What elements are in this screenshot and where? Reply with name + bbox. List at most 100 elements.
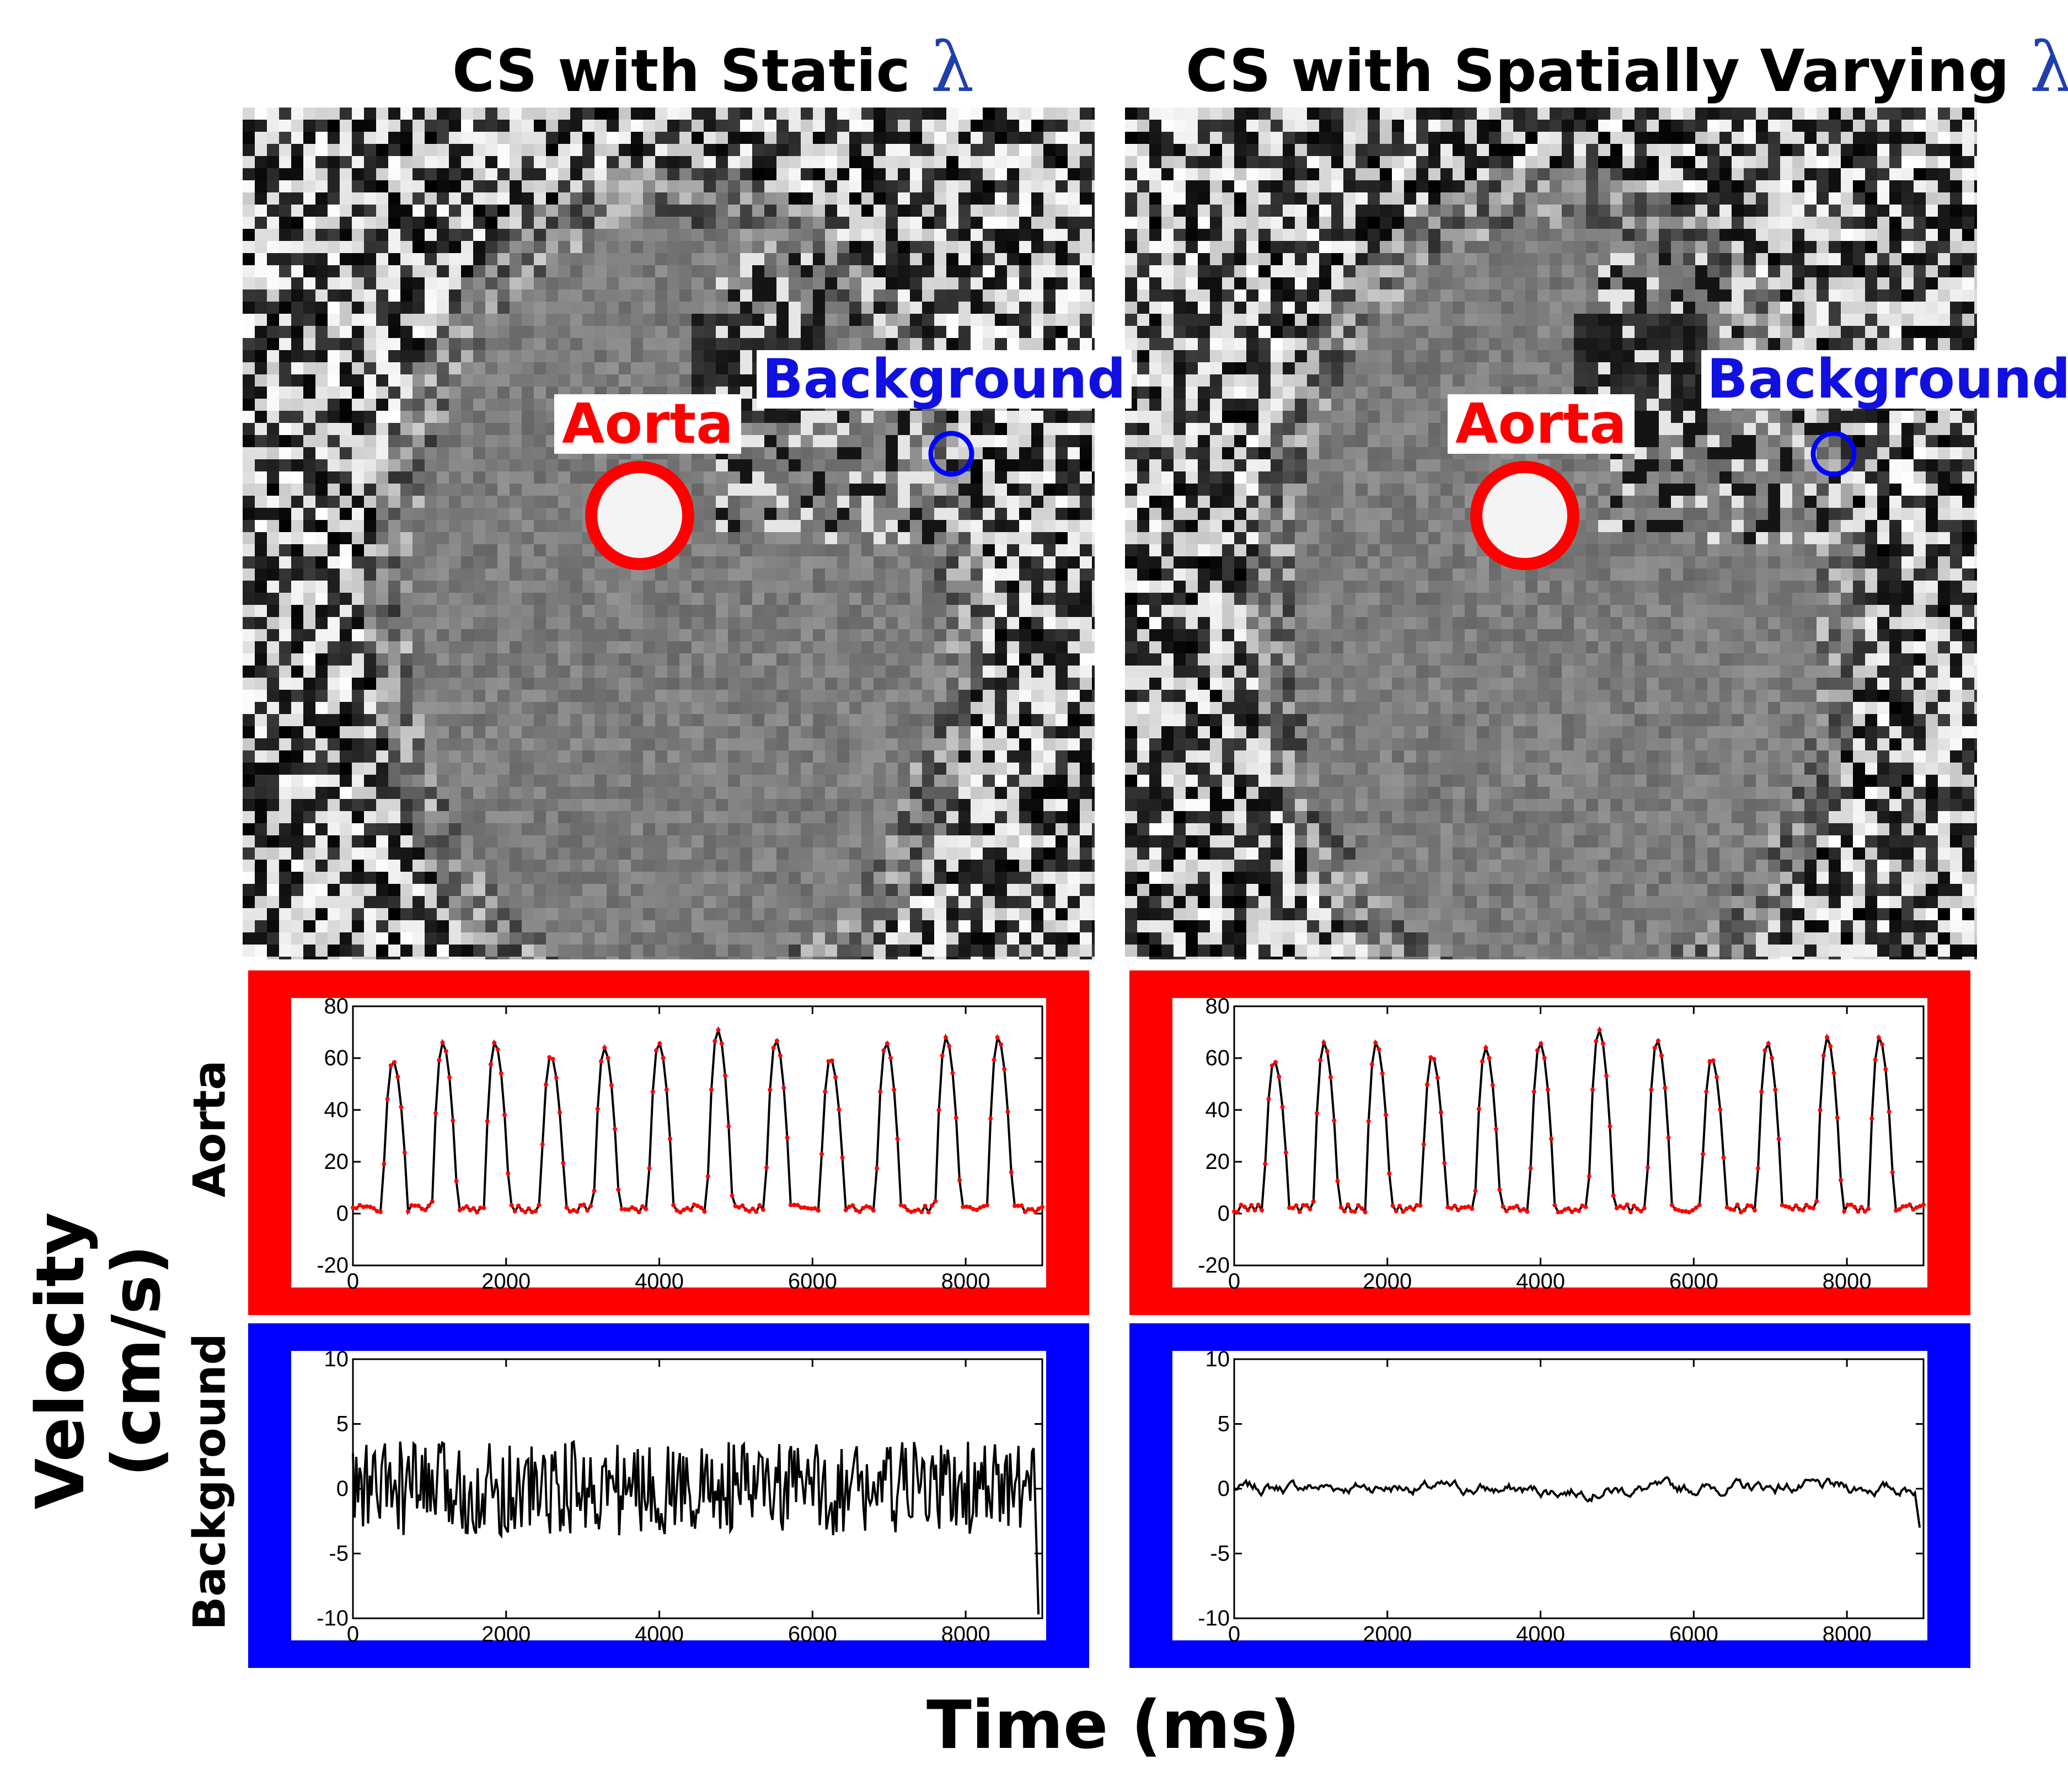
y-tick-label: 5 (1218, 1412, 1230, 1436)
data-point (512, 1209, 517, 1214)
data-point (688, 1208, 693, 1212)
data-point (471, 1206, 476, 1211)
data-point (947, 1044, 952, 1049)
y-axis-label-line1: Velocity (23, 1212, 99, 1510)
data-point (1531, 1089, 1536, 1094)
data-point (1814, 1199, 1819, 1204)
data-point (1770, 1055, 1774, 1060)
data-point (678, 1210, 683, 1215)
data-point (378, 1209, 383, 1214)
data-point (630, 1205, 635, 1210)
data-point (723, 1073, 727, 1078)
data-point (1694, 1205, 1699, 1210)
data-point (1921, 1202, 1926, 1207)
data-point (1756, 1166, 1760, 1171)
data-point (1356, 1203, 1360, 1208)
data-point (985, 1203, 989, 1208)
data-point (1428, 1055, 1433, 1060)
data-point (1435, 1075, 1440, 1080)
data-point (806, 1206, 810, 1211)
data-point (1797, 1206, 1802, 1211)
data-point (595, 1107, 600, 1112)
y-tick-label: 80 (1206, 994, 1230, 1018)
data-point (1573, 1207, 1578, 1212)
data-point (1825, 1035, 1829, 1040)
data-point (1315, 1110, 1319, 1115)
x-tick-label: 2000 (1363, 1269, 1412, 1294)
x-axis-label: Time (ms) (926, 1687, 1300, 1764)
data-point (1404, 1206, 1409, 1211)
plot-axes-box (352, 1358, 1043, 1619)
data-point (1608, 1124, 1612, 1129)
data-point (1762, 1048, 1767, 1053)
data-point (978, 1205, 983, 1210)
data-point (888, 1055, 893, 1060)
data-point (661, 1055, 666, 1060)
data-point (1690, 1208, 1695, 1213)
data-point (833, 1075, 838, 1080)
x-tick-label: 0 (347, 1622, 359, 1646)
data-point (495, 1047, 500, 1052)
data-point (1501, 1204, 1506, 1209)
data-point (1732, 1208, 1737, 1212)
data-point (1580, 1203, 1585, 1208)
data-point (733, 1204, 738, 1209)
data-point (1897, 1207, 1902, 1212)
column-title-varying: CS with Spatially Varying λ (1186, 28, 2068, 108)
data-point (478, 1205, 483, 1210)
data-point (875, 1166, 879, 1171)
data-point (1363, 1210, 1368, 1215)
data-point (516, 1203, 521, 1208)
data-point (1026, 1207, 1031, 1212)
data-point (1476, 1107, 1481, 1112)
data-point (1445, 1205, 1450, 1210)
data-point (781, 1085, 786, 1090)
data-point (1676, 1208, 1681, 1213)
data-point (850, 1203, 855, 1208)
data-point (530, 1210, 534, 1215)
data-point (354, 1206, 359, 1211)
data-point (1390, 1203, 1395, 1208)
data-point (1407, 1205, 1412, 1210)
data-point (1033, 1210, 1038, 1215)
data-point (1525, 1209, 1530, 1214)
data-point (1745, 1203, 1750, 1208)
y-tick-label: 60 (324, 1046, 349, 1070)
data-point (1773, 1087, 1778, 1092)
data-point (826, 1059, 831, 1064)
x-tick-label: 2000 (481, 1269, 531, 1294)
data-point (1883, 1067, 1888, 1072)
data-point (1614, 1206, 1619, 1211)
data-point (1738, 1210, 1743, 1215)
data-point (1387, 1171, 1392, 1176)
data-point (1442, 1161, 1447, 1166)
data-point (550, 1056, 555, 1061)
data-point (1301, 1203, 1305, 1208)
data-point (1246, 1208, 1250, 1212)
data-point (671, 1203, 676, 1208)
data-point (533, 1209, 538, 1214)
data-point (933, 1199, 938, 1204)
data-point (1528, 1166, 1533, 1171)
data-point (1338, 1205, 1343, 1210)
data-point (1376, 1047, 1381, 1052)
data-point (944, 1035, 948, 1040)
data-point (575, 1209, 580, 1214)
lambda-symbol: λ (930, 28, 974, 108)
aorta-roi-label: Aorta (554, 394, 741, 454)
data-point (1642, 1206, 1647, 1211)
column-title-static-text: CS with Static (452, 37, 931, 105)
data-point (1012, 1204, 1017, 1209)
x-tick-label: 4000 (635, 1622, 684, 1646)
data-point (1470, 1206, 1475, 1211)
data-point (1425, 1082, 1429, 1087)
data-point (1328, 1075, 1333, 1080)
data-point (1263, 1161, 1268, 1166)
data-point (1828, 1044, 1833, 1049)
data-point (1862, 1209, 1867, 1214)
data-point (857, 1209, 862, 1214)
data-point (1611, 1193, 1616, 1198)
data-point (743, 1207, 748, 1212)
data-point (1462, 1205, 1467, 1210)
data-point (795, 1203, 800, 1208)
